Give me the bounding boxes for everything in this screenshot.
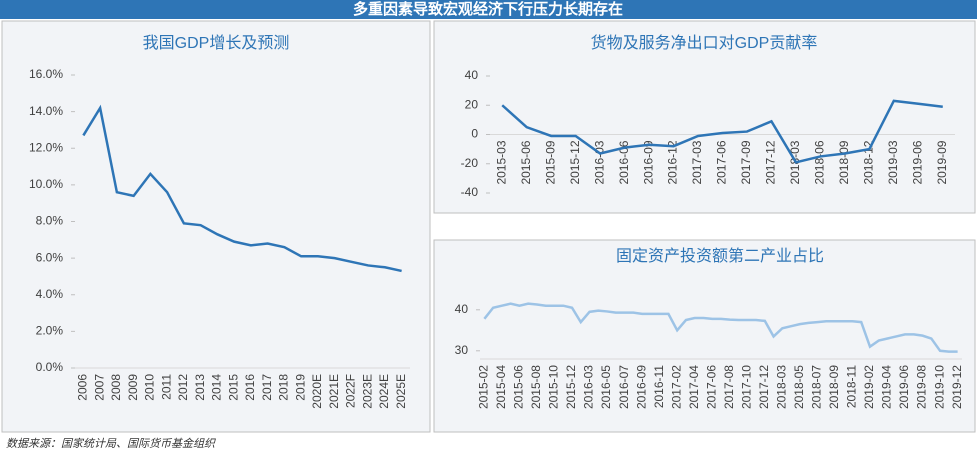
y-tick-label: 16.0% (29, 67, 63, 81)
x-tick-label: 2022F (344, 374, 358, 408)
panel (433, 239, 976, 433)
x-tick-label: 2017-10 (739, 365, 753, 409)
x-tick-label: 2017-03 (690, 140, 704, 184)
x-tick-label: 2018-05 (792, 365, 806, 409)
x-tick-label: 2017 (260, 374, 274, 401)
x-tick-label: 2016-09 (634, 365, 648, 409)
x-tick-label: 2019-09 (935, 140, 949, 184)
y-tick-label: 30 (455, 343, 469, 357)
y-tick-label: 40 (455, 302, 469, 316)
x-tick-label: 2009 (126, 374, 140, 401)
x-tick-label: 2018-12 (862, 140, 876, 184)
x-tick-label: 2018-07 (810, 365, 824, 409)
x-tick-label: 2015 (226, 374, 240, 401)
x-tick-label: 2017-04 (687, 365, 701, 409)
x-tick-label: 2015-04 (494, 365, 508, 409)
y-tick-label: 14.0% (29, 104, 63, 118)
x-tick-label: 2019-03 (886, 140, 900, 184)
y-tick-label: 6.0% (36, 250, 64, 264)
x-tick-label: 2012 (176, 374, 190, 401)
x-tick-label: 2016-11 (652, 365, 666, 408)
x-tick-label: 2019-04 (880, 365, 894, 409)
x-tick-label: 2017-12 (764, 140, 778, 184)
panel (1, 20, 431, 433)
x-tick-label: 2015-03 (494, 140, 508, 184)
x-tick-label: 2018-03 (775, 365, 789, 409)
x-tick-label: 2018-06 (813, 140, 827, 184)
x-tick-label: 2015-09 (543, 140, 557, 184)
y-tick-label: -20 (461, 156, 479, 170)
page-title: 多重因素导致宏观经济下行压力长期存在 (353, 0, 623, 18)
y-tick-label: 10.0% (29, 177, 63, 191)
x-tick-label: 2010 (143, 374, 157, 401)
x-tick-label: 2025E (394, 374, 408, 409)
x-tick-label: 2016-05 (599, 365, 613, 409)
x-tick-label: 2011 (159, 374, 173, 400)
y-tick-label: 2.0% (36, 324, 64, 338)
x-tick-label: 2007 (92, 374, 106, 401)
chart-title: 固定资产投资额第二产业占比 (616, 247, 824, 265)
x-tick-label: 2017-12 (757, 365, 771, 409)
x-tick-label: 2016-03 (582, 365, 596, 409)
x-tick-label: 2019-08 (915, 365, 929, 409)
y-tick-label: 40 (465, 68, 479, 82)
x-tick-label: 2016-06 (617, 140, 631, 184)
x-tick-label: 2018-11 (845, 365, 859, 408)
x-tick-label: 2017-02 (669, 365, 683, 409)
x-tick-label: 2019-06 (910, 140, 924, 184)
chart-title: 我国GDP增长及预测 (143, 34, 290, 52)
x-tick-label: 2008 (109, 374, 123, 401)
y-tick-label: -40 (461, 185, 479, 199)
y-tick-label: 0.0% (36, 360, 64, 374)
x-tick-label: 2017-06 (715, 140, 729, 184)
x-tick-label: 2020E (310, 374, 324, 409)
x-tick-label: 2017-09 (739, 140, 753, 184)
data-line (483, 302, 958, 353)
x-tick-label: 2024E (377, 374, 391, 409)
y-tick-label: 0 (471, 127, 478, 141)
x-tick-label: 2016-09 (641, 140, 655, 184)
x-tick-label: 2016-12 (666, 140, 680, 184)
x-tick-label: 2015-02 (477, 365, 491, 409)
x-tick-label: 2019-02 (862, 365, 876, 409)
x-tick-label: 2019-10 (932, 365, 946, 409)
x-tick-label: 2015-06 (519, 140, 533, 184)
x-tick-label: 2018-09 (827, 365, 841, 409)
header-bar (0, 0, 977, 19)
x-tick-label: 2021E (327, 374, 341, 409)
x-tick-label: 2018 (277, 374, 291, 401)
x-tick-label: 2017-08 (722, 365, 736, 409)
x-tick-label: 2015-10 (547, 365, 561, 409)
x-tick-label: 2016-07 (617, 365, 631, 409)
y-tick-label: 8.0% (36, 214, 64, 228)
x-tick-label: 2019-06 (897, 365, 911, 409)
x-tick-label: 2018-09 (837, 140, 851, 184)
x-tick-label: 2016 (243, 374, 257, 401)
x-tick-label: 2013 (193, 374, 207, 401)
x-tick-label: 2017-06 (704, 365, 718, 409)
y-tick-label: 20 (465, 97, 479, 111)
y-tick-label: 12.0% (29, 140, 63, 154)
x-tick-label: 2015-12 (564, 365, 578, 409)
x-tick-label: 2015-12 (568, 140, 582, 184)
data-line (82, 104, 402, 273)
x-tick-label: 2019 (293, 374, 307, 401)
x-tick-label: 2015-06 (512, 365, 526, 409)
y-tick-label: 4.0% (36, 287, 64, 301)
x-tick-label: 2015-08 (529, 365, 543, 409)
x-tick-label: 2023E (360, 374, 374, 409)
x-tick-label: 2014 (210, 374, 224, 401)
source-note: 数据来源：国家统计局、国际货币基金组织 (6, 437, 216, 450)
chart-title: 货物及服务净出口对GDP贡献率 (591, 34, 818, 52)
x-tick-label: 2006 (76, 374, 90, 401)
x-tick-label: 2019-12 (950, 365, 964, 409)
x-tick-label: 2016-03 (592, 140, 606, 184)
data-line (501, 99, 943, 164)
